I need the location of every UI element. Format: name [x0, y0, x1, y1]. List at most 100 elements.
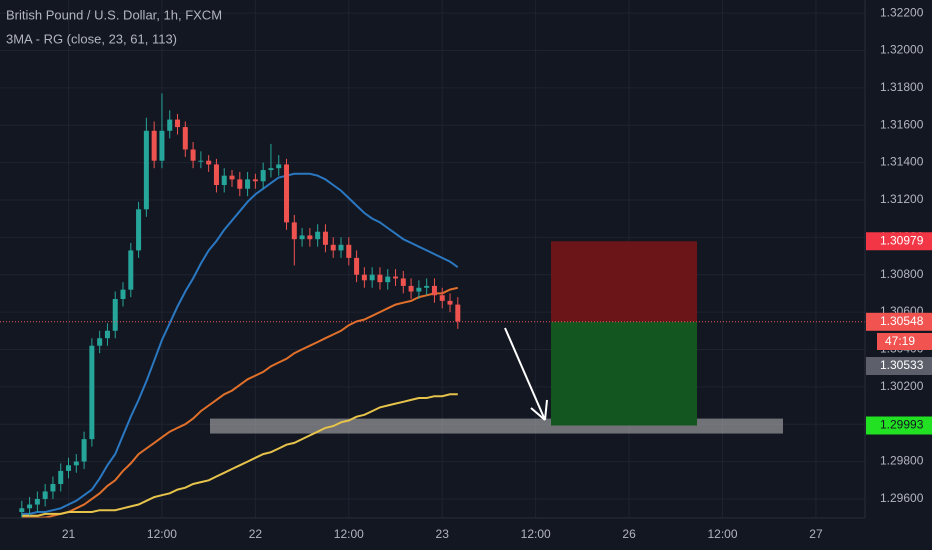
candle-body: [245, 179, 251, 189]
candle-body: [408, 285, 414, 292]
candle-body: [34, 498, 40, 505]
candle-body: [393, 276, 399, 279]
x-tick-label: 26: [622, 527, 636, 541]
candle-body: [198, 160, 204, 162]
other-price-label-bg: [866, 357, 932, 375]
candle-body: [229, 175, 235, 180]
candle-body: [27, 504, 33, 509]
countdown-bg: [877, 333, 932, 350]
candle-body: [252, 179, 258, 182]
moving-average-line: [21, 172, 459, 515]
countdown: 47:19: [885, 334, 915, 348]
candle-body: [439, 295, 445, 301]
candle-body: [128, 250, 134, 290]
candle-body: [97, 338, 103, 346]
stop-price-label: 1.30979: [880, 233, 924, 247]
candle-body: [361, 274, 367, 281]
candle-body: [424, 285, 430, 288]
y-tick-label: 1.29600: [880, 491, 924, 505]
candle-body: [268, 168, 274, 171]
moving-average-line: [21, 393, 458, 517]
candle-body: [151, 130, 157, 161]
indicator-label: 3MA - RG (close, 23, 61, 113): [6, 31, 177, 46]
target-price-label: 1.29993: [880, 418, 924, 432]
moving-average-line: [21, 286, 459, 519]
chart-title: British Pound / U.S. Dollar, 1h, FXCM: [6, 7, 222, 22]
candle-body: [50, 483, 56, 492]
candle-body: [89, 345, 95, 440]
candle-body: [291, 222, 297, 240]
candle-body: [19, 508, 25, 513]
drawings: [210, 241, 783, 434]
candle-body: [159, 130, 165, 161]
other-price-label: 1.30533: [880, 358, 924, 372]
candle-body: [104, 330, 110, 339]
candle-body: [213, 164, 219, 185]
candle-body: [416, 287, 422, 292]
candle-body: [167, 119, 173, 131]
x-tick-label: 12:00: [147, 527, 177, 541]
price-zone: [210, 418, 783, 434]
candle-body: [431, 285, 437, 296]
stop-price-label-bg: [866, 232, 932, 251]
time-axis: [0, 518, 865, 550]
moving-averages: [21, 172, 459, 519]
arrow-head: [530, 407, 546, 421]
candle-body: [307, 235, 313, 240]
candle-body: [354, 257, 360, 275]
y-tick-label: 1.31800: [880, 80, 924, 94]
arrow-shaft: [504, 327, 546, 421]
x-tick-label: 12:00: [334, 527, 364, 541]
stop-loss-area: [551, 241, 697, 322]
last-price-label-bg: [866, 312, 932, 331]
y-tick-label: 1.30800: [880, 267, 924, 281]
y-tick-label: 1.30200: [880, 379, 924, 393]
x-tick-label: 22: [249, 527, 263, 541]
candle-body: [143, 130, 149, 210]
y-tick-label: 1.32000: [880, 43, 924, 57]
y-tick-label: 1.29800: [880, 454, 924, 468]
candle-body: [120, 289, 126, 299]
candle-body: [136, 209, 142, 251]
candle-body: [42, 491, 48, 499]
y-tick-label: 1.31600: [880, 117, 924, 131]
candle-body: [182, 127, 188, 150]
arrow-head: [544, 399, 548, 421]
candle-body: [73, 461, 79, 466]
x-tick-label: 21: [62, 527, 76, 541]
candle-body: [206, 160, 212, 165]
y-tick-label: 1.31400: [880, 155, 924, 169]
candle-body: [284, 164, 290, 223]
candle-body: [447, 300, 453, 305]
candle-body: [66, 465, 72, 471]
y-tick-label: 1.31200: [880, 192, 924, 206]
x-tick-label: 12:00: [521, 527, 551, 541]
candle-body: [58, 470, 64, 484]
target-price-label-bg: [866, 416, 932, 435]
candle-body: [377, 274, 383, 283]
x-tick-label: 27: [809, 527, 823, 541]
axis-labels: 1.32200 1.32000 1.31800 1.31600 1.31400 1.312…: [62, 5, 932, 541]
candle-body: [330, 244, 336, 251]
candle-body: [322, 231, 328, 245]
candle-body: [237, 179, 243, 189]
arrow: [504, 327, 548, 421]
candle-body: [315, 231, 321, 240]
candle-body: [81, 439, 87, 462]
candle-body: [276, 164, 282, 169]
candle-body: [221, 175, 227, 185]
price-axis: [865, 0, 932, 550]
x-tick-label: 23: [436, 527, 450, 541]
y-tick-label: 1.32200: [880, 5, 924, 19]
candle-body: [400, 278, 406, 286]
candle-body: [112, 298, 118, 331]
last-price-label: 1.30548: [880, 314, 924, 328]
candles: [19, 93, 461, 520]
candle-body: [175, 119, 181, 128]
candle-body: [260, 170, 266, 182]
candle-body: [346, 244, 352, 258]
x-tick-label: 12:00: [708, 527, 738, 541]
candle-body: [338, 244, 344, 251]
candle-body: [385, 276, 391, 283]
